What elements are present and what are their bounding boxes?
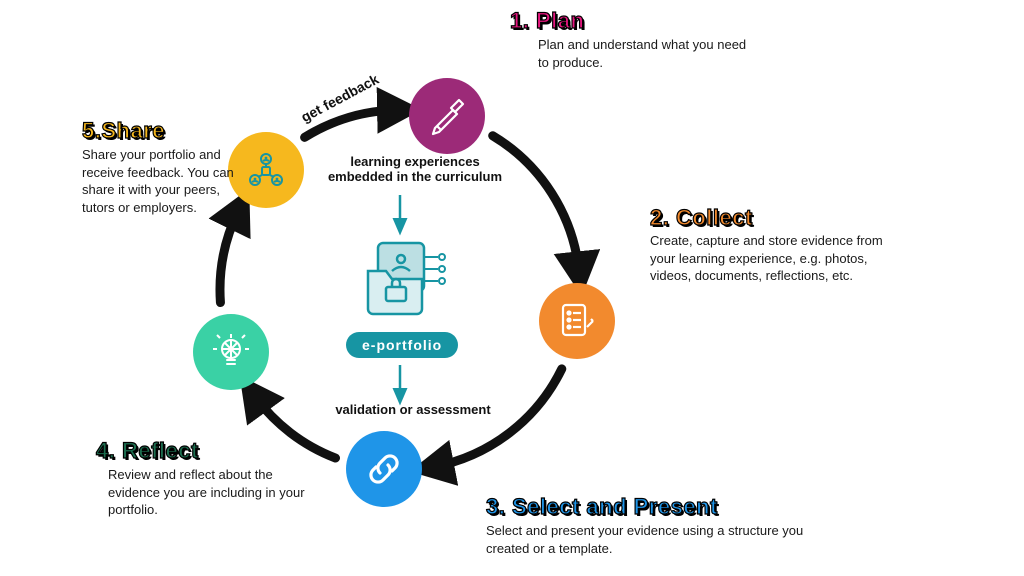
center-bottom-label: validation or assessment [328,402,498,417]
center-top-label: learning experiences embedded in the cur… [325,154,505,184]
eportfolio-cycle-diagram: learning experiences embedded in the cur… [0,0,1024,576]
share-title: 5.Share [82,118,165,144]
pencil-icon [427,96,467,136]
feedback-label: get feedback [298,71,381,125]
reflect-desc: Review and reflect about the evidence yo… [108,466,318,519]
share-desc: Share your portfolio and receive feedbac… [82,146,252,216]
plan-node [409,78,485,154]
plan-desc: Plan and understand what you need to pro… [538,36,758,71]
checklist-icon [557,301,597,341]
reflect-title: 4. Reflect [96,438,199,464]
collect-title: 2. Collect [650,205,753,231]
network-icon [246,150,286,190]
select-node [346,431,422,507]
lightbulb-icon [211,332,251,372]
reflect-node [193,314,269,390]
eportfolio-pill: e-portfolio [346,332,458,358]
eportfolio-icon [362,235,452,320]
collect-desc: Create, capture and store evidence from … [650,232,910,285]
select-desc: Select and present your evidence using a… [486,522,806,557]
link-icon [364,449,404,489]
select-title: 3. Select and Present [486,494,718,520]
collect-node [539,283,615,359]
plan-title: 1. Plan [510,8,584,34]
